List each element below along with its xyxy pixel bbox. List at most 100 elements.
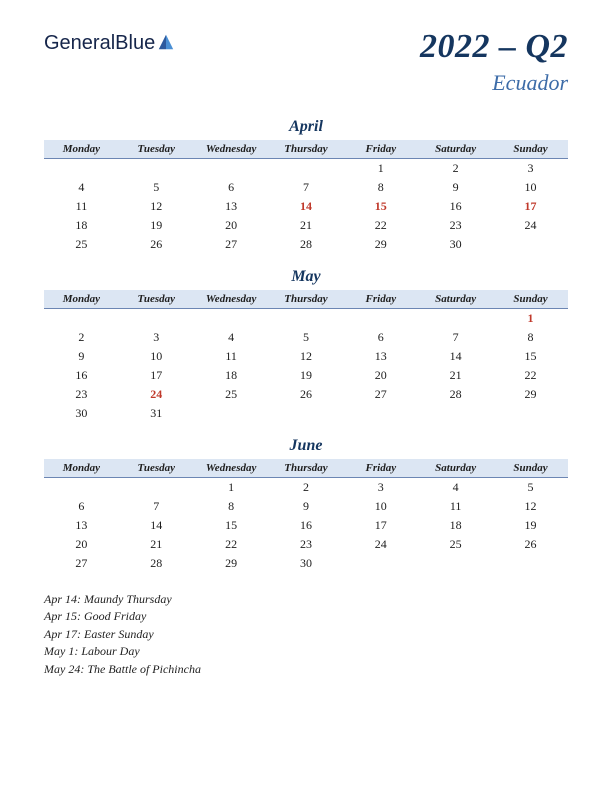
calendar-cell: 7 [418,328,493,347]
day-header-row: MondayTuesdayWednesdayThursdayFridaySatu… [44,140,568,159]
calendar-cell: 20 [44,535,119,554]
calendar-cell: 24 [119,385,194,404]
calendar-cell: 20 [194,216,269,235]
calendar-cell: 10 [119,347,194,366]
calendar-cell [343,404,418,423]
day-header-cell: Thursday [269,459,344,478]
calendar-cell: 12 [269,347,344,366]
month-block: MayMondayTuesdayWednesdayThursdayFridayS… [44,268,568,423]
calendar-cell: 1 [493,309,568,329]
calendar-row: 11121314151617 [44,197,568,216]
calendar-cell: 1 [343,159,418,179]
holiday-item: May 1: Labour Day [44,643,568,660]
calendar-cell: 26 [269,385,344,404]
calendar-cell: 15 [194,516,269,535]
day-header-cell: Sunday [493,290,568,309]
day-header-cell: Wednesday [194,140,269,159]
calendar-cell: 10 [493,178,568,197]
calendar-cell: 21 [269,216,344,235]
month-name: April [44,118,568,136]
day-header-cell: Monday [44,459,119,478]
day-header-cell: Monday [44,140,119,159]
day-header-cell: Tuesday [119,140,194,159]
calendar-cell [44,478,119,498]
calendar-cell: 5 [269,328,344,347]
calendar-cell: 24 [343,535,418,554]
month-name: June [44,437,568,455]
calendar-cell [194,309,269,329]
calendar-cell: 25 [418,535,493,554]
calendar-cell: 28 [119,554,194,573]
calendar-cell [343,554,418,573]
calendar-cell [194,404,269,423]
calendar-row: 20212223242526 [44,535,568,554]
calendar-cell: 30 [269,554,344,573]
calendar-row: 1 [44,309,568,329]
calendar-row: 23242526272829 [44,385,568,404]
day-header-cell: Saturday [418,140,493,159]
calendar-cell: 2 [269,478,344,498]
calendar-cell: 23 [418,216,493,235]
holiday-item: Apr 14: Maundy Thursday [44,591,568,608]
day-header-cell: Sunday [493,459,568,478]
calendar-cell: 12 [119,197,194,216]
calendar-cell [194,159,269,179]
calendar-cell [418,404,493,423]
calendar-cell: 13 [194,197,269,216]
calendar-cell: 4 [194,328,269,347]
calendar-cell: 6 [343,328,418,347]
calendar-cell [44,159,119,179]
calendar-row: 18192021222324 [44,216,568,235]
header: GeneralBlue 2022 – Q2 Ecuador [44,28,568,96]
calendar-cell: 13 [44,516,119,535]
day-header-cell: Thursday [269,140,344,159]
calendar-cell [119,309,194,329]
calendar-cell: 19 [119,216,194,235]
day-header-cell: Saturday [418,459,493,478]
calendar-cell: 18 [44,216,119,235]
logo-text-2: Blue [115,32,155,55]
title-main: 2022 – Q2 [420,28,568,66]
logo-mark-icon [157,33,175,51]
title-country: Ecuador [420,70,568,96]
calendar-cell: 6 [194,178,269,197]
calendar-cell: 9 [44,347,119,366]
calendar-cell: 2 [418,159,493,179]
month-block: June MondayTuesdayWednesdayThursdayFriday… [44,437,568,573]
calendar-row: 16171819202122 [44,366,568,385]
calendar-cell: 12 [493,497,568,516]
calendar-cell [269,404,344,423]
calendar-cell [418,554,493,573]
calendar-cell [269,159,344,179]
calendar-row: 6789101112 [44,497,568,516]
calendar-cell [493,404,568,423]
calendar-cell: 1 [194,478,269,498]
calendar-cell: 8 [493,328,568,347]
day-header-row: MondayTuesdayWednesdayThursdayFridaySatu… [44,290,568,309]
calendar-cell: 19 [269,366,344,385]
day-header-row: MondayTuesdayWednesdayThursdayFridaySatu… [44,459,568,478]
calendar-row: 252627282930 [44,235,568,254]
calendar-row: 27282930 [44,554,568,573]
day-header-cell: Wednesday [194,459,269,478]
calendar-row: 12345 [44,478,568,498]
calendar-cell [493,235,568,254]
calendar-cell: 28 [269,235,344,254]
calendar-cell: 16 [418,197,493,216]
calendar-cell: 31 [119,404,194,423]
logo-text-1: General [44,32,115,55]
calendar-cell: 10 [343,497,418,516]
calendar-cell: 11 [44,197,119,216]
calendar-cell: 11 [194,347,269,366]
calendar-cell: 15 [343,197,418,216]
calendar-cell: 28 [418,385,493,404]
calendar-cell: 6 [44,497,119,516]
calendar-table: MondayTuesdayWednesdayThursdayFridaySatu… [44,140,568,254]
calendar-cell [343,309,418,329]
calendar-cell: 17 [493,197,568,216]
months-container: April MondayTuesdayWednesdayThursdayFrida… [44,118,568,573]
calendar-cell: 27 [343,385,418,404]
calendar-cell: 3 [119,328,194,347]
calendar-cell [493,554,568,573]
calendar-cell: 5 [493,478,568,498]
